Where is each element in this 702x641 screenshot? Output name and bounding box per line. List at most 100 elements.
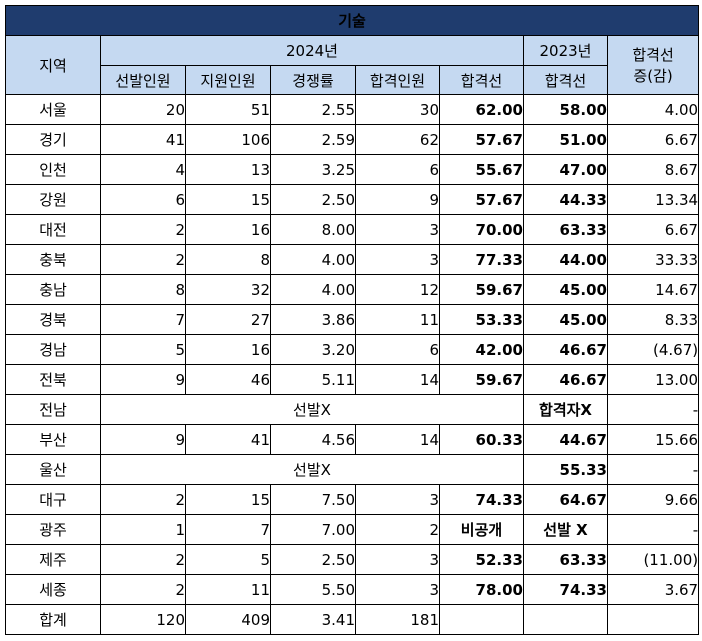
cell-region: 인천 xyxy=(5,154,101,185)
table-row: 경기 41 106 2.59 62 57.67 51.00 6.67 xyxy=(5,124,700,155)
cell-competition: 2.59 xyxy=(270,124,356,155)
cell-region: 충남 xyxy=(5,274,101,305)
cell-applicants: 7 xyxy=(185,514,271,545)
cell-passed: 6 xyxy=(355,334,440,365)
cell-diff: 15.66 xyxy=(606,424,700,455)
cell-cutoff-2024: 62.00 xyxy=(439,94,524,125)
header-region: 지역 xyxy=(5,35,101,95)
header-passed: 합격인원 xyxy=(355,65,440,95)
cell-passed: 3 xyxy=(355,214,440,245)
cell-cutoff-2024: 59.67 xyxy=(439,274,524,305)
cell-selected: 120 xyxy=(100,604,186,635)
cell-cutoff-2024: 57.67 xyxy=(439,184,524,215)
cell-region: 경남 xyxy=(5,334,101,365)
cell-cutoff-2024 xyxy=(439,604,524,635)
header-competition: 경쟁률 xyxy=(270,65,356,95)
cell-competition: 3.20 xyxy=(270,334,356,365)
cell-applicants: 106 xyxy=(185,124,271,155)
cell-competition: 3.25 xyxy=(270,154,356,185)
cell-diff: - xyxy=(606,394,700,425)
cell-competition: 7.50 xyxy=(270,484,356,515)
table-row: 전북 9 46 5.11 14 59.67 46.67 13.00 xyxy=(5,364,700,395)
cell-cutoff-2023: 55.33 xyxy=(523,454,608,485)
cell-region: 대구 xyxy=(5,484,101,515)
cell-selected: 7 xyxy=(100,304,186,335)
cell-passed: 30 xyxy=(355,94,440,125)
header-cutoff-diff-line1: 합격선 xyxy=(632,46,674,64)
cell-passed: 181 xyxy=(355,604,440,635)
cell-region: 세종 xyxy=(5,574,101,605)
cell-cutoff-2024: 42.00 xyxy=(439,334,524,365)
cell-diff: 9.66 xyxy=(606,484,700,515)
cell-region: 충북 xyxy=(5,244,101,275)
cell-selected: 4 xyxy=(100,154,186,185)
cell-passed: 3 xyxy=(355,484,440,515)
cell-applicants: 16 xyxy=(185,214,271,245)
cell-passed: 62 xyxy=(355,124,440,155)
cell-cutoff-2023 xyxy=(523,604,608,635)
table-row-total: 합계 120 409 3.41 181 xyxy=(5,604,700,635)
cell-diff xyxy=(606,604,700,635)
cell-passed: 3 xyxy=(355,244,440,275)
cell-region: 경기 xyxy=(5,124,101,155)
cell-competition: 3.41 xyxy=(270,604,356,635)
cell-cutoff-2023: 45.00 xyxy=(523,274,608,305)
cell-merged-2024: 선발X xyxy=(100,454,524,485)
cell-region: 울산 xyxy=(5,454,101,485)
cell-cutoff-2024: 비공개 xyxy=(439,514,524,545)
cell-applicants: 32 xyxy=(185,274,271,305)
cell-applicants: 409 xyxy=(185,604,271,635)
cell-cutoff-2024: 53.33 xyxy=(439,304,524,335)
cell-region: 광주 xyxy=(5,514,101,545)
cell-diff-negative: (4.67) xyxy=(606,334,700,365)
cell-selected: 20 xyxy=(100,94,186,125)
cell-passed: 14 xyxy=(355,424,440,455)
cell-applicants: 46 xyxy=(185,364,271,395)
table-row: 제주 2 5 2.50 3 52.33 63.33 (11.00) xyxy=(5,544,700,575)
cell-applicants: 5 xyxy=(185,544,271,575)
header-applicants: 지원인원 xyxy=(185,65,271,95)
cell-cutoff-2023: 74.33 xyxy=(523,574,608,605)
cell-applicants: 11 xyxy=(185,574,271,605)
cell-competition: 7.00 xyxy=(270,514,356,545)
cell-selected: 9 xyxy=(100,364,186,395)
table-row: 강원 6 15 2.50 9 57.67 44.33 13.34 xyxy=(5,184,700,215)
header-cutoff-2024: 합격선 xyxy=(439,65,524,95)
cell-cutoff-2024: 74.33 xyxy=(439,484,524,515)
table-row: 광주 1 7 7.00 2 비공개 선발 X - xyxy=(5,514,700,545)
cell-region: 부산 xyxy=(5,424,101,455)
cell-applicants: 15 xyxy=(185,484,271,515)
cell-passed: 6 xyxy=(355,154,440,185)
cell-passed: 12 xyxy=(355,274,440,305)
cell-passed: 3 xyxy=(355,574,440,605)
cell-region: 경북 xyxy=(5,304,101,335)
table-row: 경남 5 16 3.20 6 42.00 46.67 (4.67) xyxy=(5,334,700,365)
cell-competition: 5.11 xyxy=(270,364,356,395)
cell-cutoff-2023: 51.00 xyxy=(523,124,608,155)
cell-diff: 8.67 xyxy=(606,154,700,185)
cell-selected: 6 xyxy=(100,184,186,215)
cell-selected: 2 xyxy=(100,544,186,575)
cell-cutoff-2024: 77.33 xyxy=(439,244,524,275)
cell-diff: - xyxy=(606,514,700,545)
cell-selected: 1 xyxy=(100,514,186,545)
cell-cutoff-2023: 47.00 xyxy=(523,154,608,185)
cell-applicants: 15 xyxy=(185,184,271,215)
cell-selected: 5 xyxy=(100,334,186,365)
cell-cutoff-2023: 44.00 xyxy=(523,244,608,275)
cell-cutoff-2024: 59.67 xyxy=(439,364,524,395)
header-cutoff-2023: 합격선 xyxy=(523,65,608,95)
cutoff-table: 기술 지역 2024년 2023년 합격선 증(감) 선발인원 지원인원 경쟁률… xyxy=(4,5,700,635)
cell-diff: 13.34 xyxy=(606,184,700,215)
cell-diff: 6.67 xyxy=(606,214,700,245)
cell-cutoff-2023: 58.00 xyxy=(523,94,608,125)
cell-region: 강원 xyxy=(5,184,101,215)
cell-competition: 2.50 xyxy=(270,544,356,575)
cell-diff: 33.33 xyxy=(606,244,700,275)
cell-cutoff-2024: 52.33 xyxy=(439,544,524,575)
header-year-2024: 2024년 xyxy=(100,35,524,66)
cell-diff: 3.67 xyxy=(606,574,700,605)
table-row: 서울 20 51 2.55 30 62.00 58.00 4.00 xyxy=(5,94,700,125)
cell-cutoff-2023: 선발 X xyxy=(523,514,608,545)
cell-region: 서울 xyxy=(5,94,101,125)
